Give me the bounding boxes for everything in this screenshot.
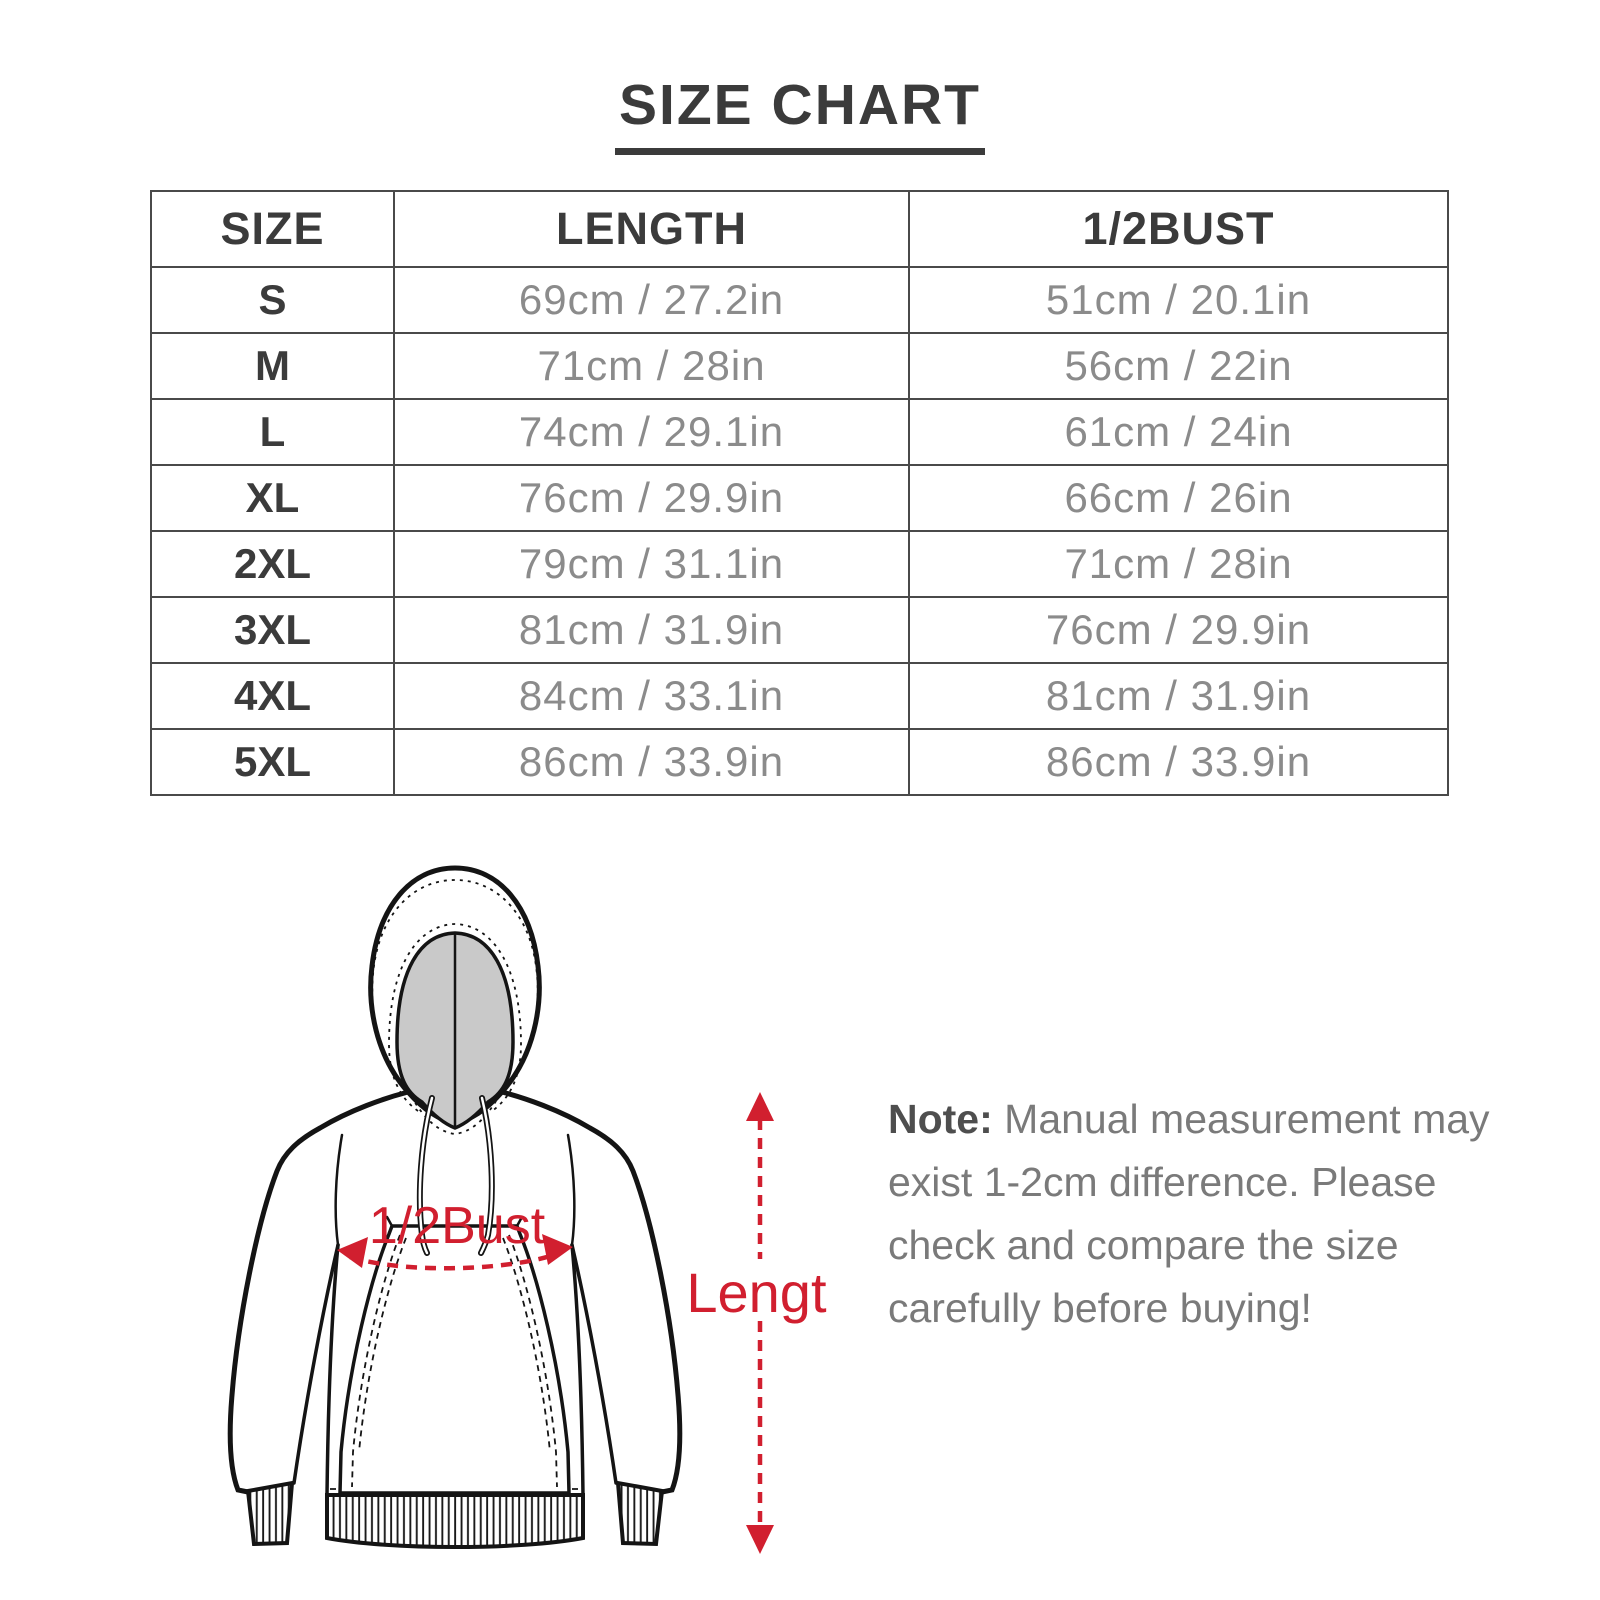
bust-value: 61cm / 24in <box>908 398 1449 466</box>
bust-value: 66cm / 26in <box>908 464 1449 532</box>
drawstrings-icon <box>416 1095 495 1256</box>
table-header-row: SIZE LENGTH 1/2BUST <box>150 190 1449 268</box>
length-value: 79cm / 31.1in <box>393 530 910 598</box>
length-value: 86cm / 33.9in <box>393 728 910 796</box>
table-row: 2XL 79cm / 31.1in 71cm / 28in <box>150 530 1449 598</box>
size-label: XL <box>150 464 395 532</box>
hoodie-diagram: 1/2Bust Length <box>227 865 830 1554</box>
ribbed-cuffs-hem-icon <box>245 1480 665 1549</box>
page-title-text: SIZE CHART <box>615 72 985 155</box>
table-row: 3XL 81cm / 31.9in 76cm / 29.9in <box>150 596 1449 664</box>
arrow-left-icon <box>337 1237 368 1268</box>
note-line-2: exist 1-2cm difference. Please <box>888 1159 1437 1205</box>
size-label: 3XL <box>150 596 395 664</box>
arrow-down-icon <box>746 1525 774 1554</box>
header-length: LENGTH <box>393 190 910 268</box>
bust-label: 1/2Bust <box>369 1197 546 1255</box>
bust-value: 76cm / 29.9in <box>908 596 1449 664</box>
length-label: Length <box>686 1261 830 1324</box>
pocket-icon <box>338 1215 571 1495</box>
table-row: S 69cm / 27.2in 51cm / 20.1in <box>150 266 1449 334</box>
header-half-bust: 1/2BUST <box>908 190 1449 268</box>
size-label: 2XL <box>150 530 395 598</box>
table-row: L 74cm / 29.1in 61cm / 24in <box>150 398 1449 466</box>
note-line-4: carefully before buying! <box>888 1285 1312 1331</box>
bust-value: 86cm / 33.9in <box>908 728 1449 796</box>
note-line-1: Note: Manual measurement may <box>888 1088 1508 1151</box>
size-chart-table: SIZE LENGTH 1/2BUST S 69cm / 27.2in 51cm… <box>150 190 1449 796</box>
bust-value: 81cm / 31.9in <box>908 662 1449 730</box>
note-text-1: Manual measurement may <box>1004 1096 1490 1142</box>
note: Note: Manual measurement may exist 1-2cm… <box>888 1088 1508 1340</box>
length-value: 84cm / 33.1in <box>393 662 910 730</box>
table-row: 5XL 86cm / 33.9in 86cm / 33.9in <box>150 728 1449 796</box>
bust-value: 56cm / 22in <box>908 332 1449 400</box>
size-label: 4XL <box>150 662 395 730</box>
arrow-up-icon <box>746 1092 774 1121</box>
note-line-3: check and compare the size <box>888 1222 1399 1268</box>
table-row: M 71cm / 28in 56cm / 22in <box>150 332 1449 400</box>
bust-value: 51cm / 20.1in <box>908 266 1449 334</box>
size-label: 5XL <box>150 728 395 796</box>
length-value: 69cm / 27.2in <box>393 266 910 334</box>
length-value: 71cm / 28in <box>393 332 910 400</box>
length-value: 81cm / 31.9in <box>393 596 910 664</box>
body-outline-icon <box>227 1089 683 1497</box>
note-label: Note: <box>888 1096 993 1142</box>
length-value: 76cm / 29.9in <box>393 464 910 532</box>
bust-value: 71cm / 28in <box>908 530 1449 598</box>
hood-outline-icon <box>368 865 542 1135</box>
length-value: 74cm / 29.1in <box>393 398 910 466</box>
page-title: SIZE CHART <box>0 72 1600 155</box>
length-measure-arrow: Length <box>686 1092 830 1554</box>
size-label: M <box>150 332 395 400</box>
arrow-right-icon <box>542 1234 573 1265</box>
size-label: L <box>150 398 395 466</box>
bust-measure-arrow: 1/2Bust <box>337 1197 573 1271</box>
header-size: SIZE <box>150 190 395 268</box>
table-row: 4XL 84cm / 33.1in 81cm / 31.9in <box>150 662 1449 730</box>
size-label: S <box>150 266 395 334</box>
table-row: XL 76cm / 29.9in 66cm / 26in <box>150 464 1449 532</box>
